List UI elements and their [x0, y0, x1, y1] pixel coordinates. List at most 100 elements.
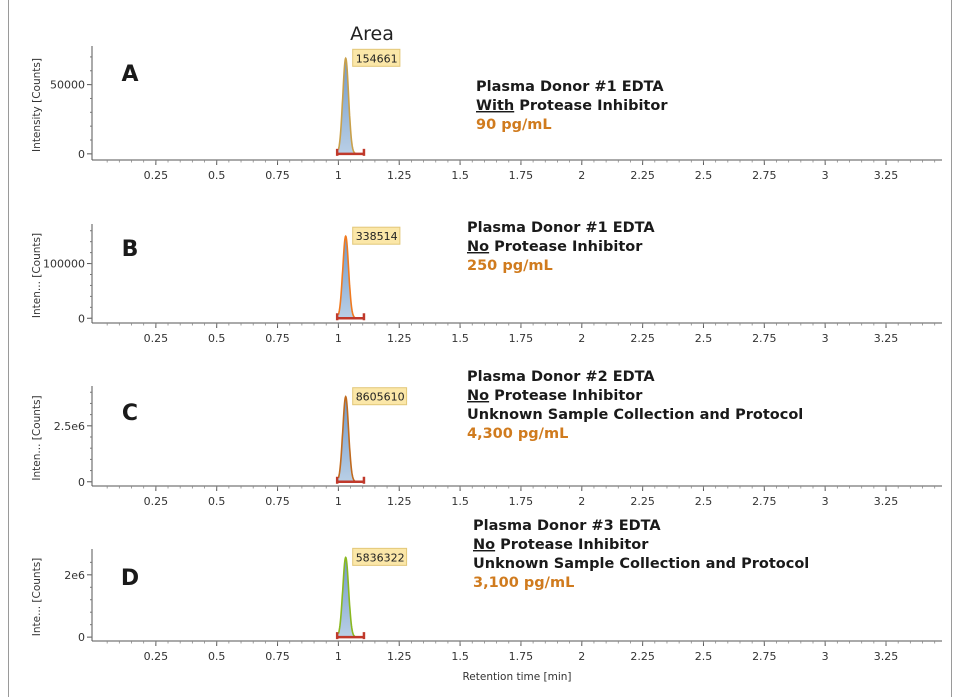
annotation-concentration: 250 pg/mL — [467, 258, 553, 274]
area-label-box — [352, 387, 408, 406]
peak-area-fill — [338, 557, 363, 638]
x-tick-label: 0.25 — [144, 332, 169, 345]
x-tick-label: 3.25 — [874, 169, 899, 182]
x-tick-label: 3.25 — [874, 650, 899, 663]
annotation-inhibitor-keyword: With — [476, 98, 514, 114]
x-tick-label: 2 — [578, 495, 585, 508]
y-axis-label: Inten... [Counts] — [31, 395, 43, 480]
annotation-inhibitor-rest: Protease Inhibitor — [514, 98, 668, 114]
y-tick-label: 50000 — [50, 79, 85, 92]
x-tick-label: 1.25 — [387, 650, 412, 663]
annotation-inhibitor-keyword: No — [473, 537, 495, 553]
y-tick-label: 0 — [78, 476, 85, 489]
panel-d: 0 2e6 0.25 0.5 0.75 1 1.25 1.5 1.75 2 2.25 2.5 2.75 3… — [31, 518, 942, 663]
x-tick-label: 1.75 — [509, 650, 534, 663]
x-axis-title: Retention time [min] — [462, 671, 571, 683]
panel-letter: B — [122, 237, 139, 262]
x-tick-label: 1 — [335, 332, 342, 345]
x-tick-label: 1.25 — [387, 332, 412, 345]
y-tick-label: 0 — [78, 631, 85, 644]
x-tick-label: 3.25 — [874, 495, 899, 508]
x-tick-label: 1 — [335, 495, 342, 508]
panel-a: 0 50000 0.25 0.5 0.75 1 1.25 1.5 1.75 2 2.25 2.5 2.7… — [31, 46, 942, 182]
panel-letter: D — [121, 566, 139, 591]
y-axis-label: Inte... [Counts] — [31, 558, 43, 637]
x-tick-label: 2.75 — [752, 650, 777, 663]
annotation-inhibitor-rest: Protease Inhibitor — [489, 239, 643, 255]
x-tick-label: 0.75 — [265, 169, 290, 182]
area-value: 5836322 — [356, 551, 405, 564]
panel-b: 0 100000 0.25 0.5 0.75 1 1.25 1.5 1.75 2 2.25 2.5 2.… — [31, 220, 942, 345]
x-tick-label: 2.25 — [630, 650, 655, 663]
chart-frame — [8, 0, 952, 697]
x-tick-label: 3.25 — [874, 332, 899, 345]
x-tick-label: 0.75 — [265, 650, 290, 663]
annotation-inhibitor-rest: Protease Inhibitor — [495, 537, 649, 553]
x-tick-label: 2 — [578, 332, 585, 345]
annotation-inhibitor-rest: Protease Inhibitor — [489, 388, 643, 404]
x-tick-label: 1.5 — [451, 169, 469, 182]
area-label-box — [352, 226, 401, 245]
annotation-concentration: 3,100 pg/mL — [473, 575, 574, 591]
x-tick-label: 3 — [822, 169, 829, 182]
x-tick-label: 0.25 — [144, 495, 169, 508]
y-tick-label: 2e6 — [64, 569, 85, 582]
annotation-sample-line: Plasma Donor #3 EDTA — [473, 518, 661, 534]
x-tick-label: 0.5 — [208, 650, 226, 663]
x-tick-label: 1.5 — [451, 495, 469, 508]
x-tick-label: 2.75 — [752, 332, 777, 345]
annotation-sample-line: Plasma Donor #2 EDTA — [467, 369, 655, 385]
annotation-inhibitor-line: No Protease Inhibitor — [473, 537, 649, 553]
area-label-box — [352, 547, 408, 566]
annotation-sample-line: Plasma Donor #1 EDTA — [476, 79, 664, 95]
x-tick-label: 2.25 — [630, 332, 655, 345]
panel-letter: C — [122, 401, 138, 426]
annotation-protocol-line: Unknown Sample Collection and Protocol — [467, 407, 803, 423]
annotation-inhibitor-keyword: No — [467, 388, 489, 404]
y-axis-label: Inten... [Counts] — [31, 233, 43, 318]
x-tick-label: 1 — [335, 169, 342, 182]
annotation-inhibitor-keyword: No — [467, 239, 489, 255]
x-tick-label: 0.5 — [208, 332, 226, 345]
annotation-sample-line: Plasma Donor #1 EDTA — [467, 220, 655, 236]
peak-area-fill — [338, 236, 363, 319]
panel-letter: A — [121, 62, 138, 87]
peak-area-fill — [338, 396, 363, 482]
annotation-inhibitor-line: With Protease Inhibitor — [476, 98, 668, 114]
x-tick-label: 2.5 — [695, 495, 713, 508]
peak-area-fill — [338, 58, 363, 154]
panel-c: 0 2.5e6 0.25 0.5 0.75 1 1.25 1.5 1.75 2 2.25 2.5 2.7… — [31, 369, 942, 508]
annotation-concentration: 4,300 pg/mL — [467, 426, 568, 442]
area-column-label: Area — [350, 23, 394, 45]
area-value: 154661 — [356, 52, 398, 65]
y-tick-label: 0 — [78, 312, 85, 325]
y-tick-label: 0 — [78, 148, 85, 161]
x-tick-label: 1.5 — [451, 650, 469, 663]
y-tick-label: 100000 — [43, 258, 85, 271]
y-tick-label: 2.5e6 — [54, 420, 85, 433]
x-tick-label: 2.5 — [695, 332, 713, 345]
annotation-concentration: 90 pg/mL — [476, 117, 552, 133]
x-tick-label: 1.25 — [387, 169, 412, 182]
x-tick-label: 2 — [578, 169, 585, 182]
x-tick-label: 1.5 — [451, 332, 469, 345]
x-tick-label: 2.25 — [630, 169, 655, 182]
annotation-protocol-line: Unknown Sample Collection and Protocol — [473, 556, 809, 572]
chromatogram-panels: 0 50000 0.25 0.5 0.75 1 1.25 1.5 1.75 2 2.25 2.5 2.7… — [31, 46, 942, 663]
y-axis-label: Intensity [Counts] — [31, 58, 43, 152]
x-tick-label: 1.75 — [509, 332, 534, 345]
x-tick-label: 1.75 — [509, 495, 534, 508]
x-tick-label: 0.75 — [265, 495, 290, 508]
area-value: 338514 — [356, 230, 398, 243]
x-tick-label: 2.5 — [695, 650, 713, 663]
x-tick-label: 3 — [822, 332, 829, 345]
x-tick-label: 2.75 — [752, 169, 777, 182]
area-label-box — [352, 48, 401, 67]
x-tick-label: 2.5 — [695, 169, 713, 182]
x-tick-label: 0.5 — [208, 495, 226, 508]
x-tick-label: 1 — [335, 650, 342, 663]
x-tick-label: 2 — [578, 650, 585, 663]
annotation-inhibitor-line: No Protease Inhibitor — [467, 239, 643, 255]
annotation-inhibitor-line: No Protease Inhibitor — [467, 388, 643, 404]
